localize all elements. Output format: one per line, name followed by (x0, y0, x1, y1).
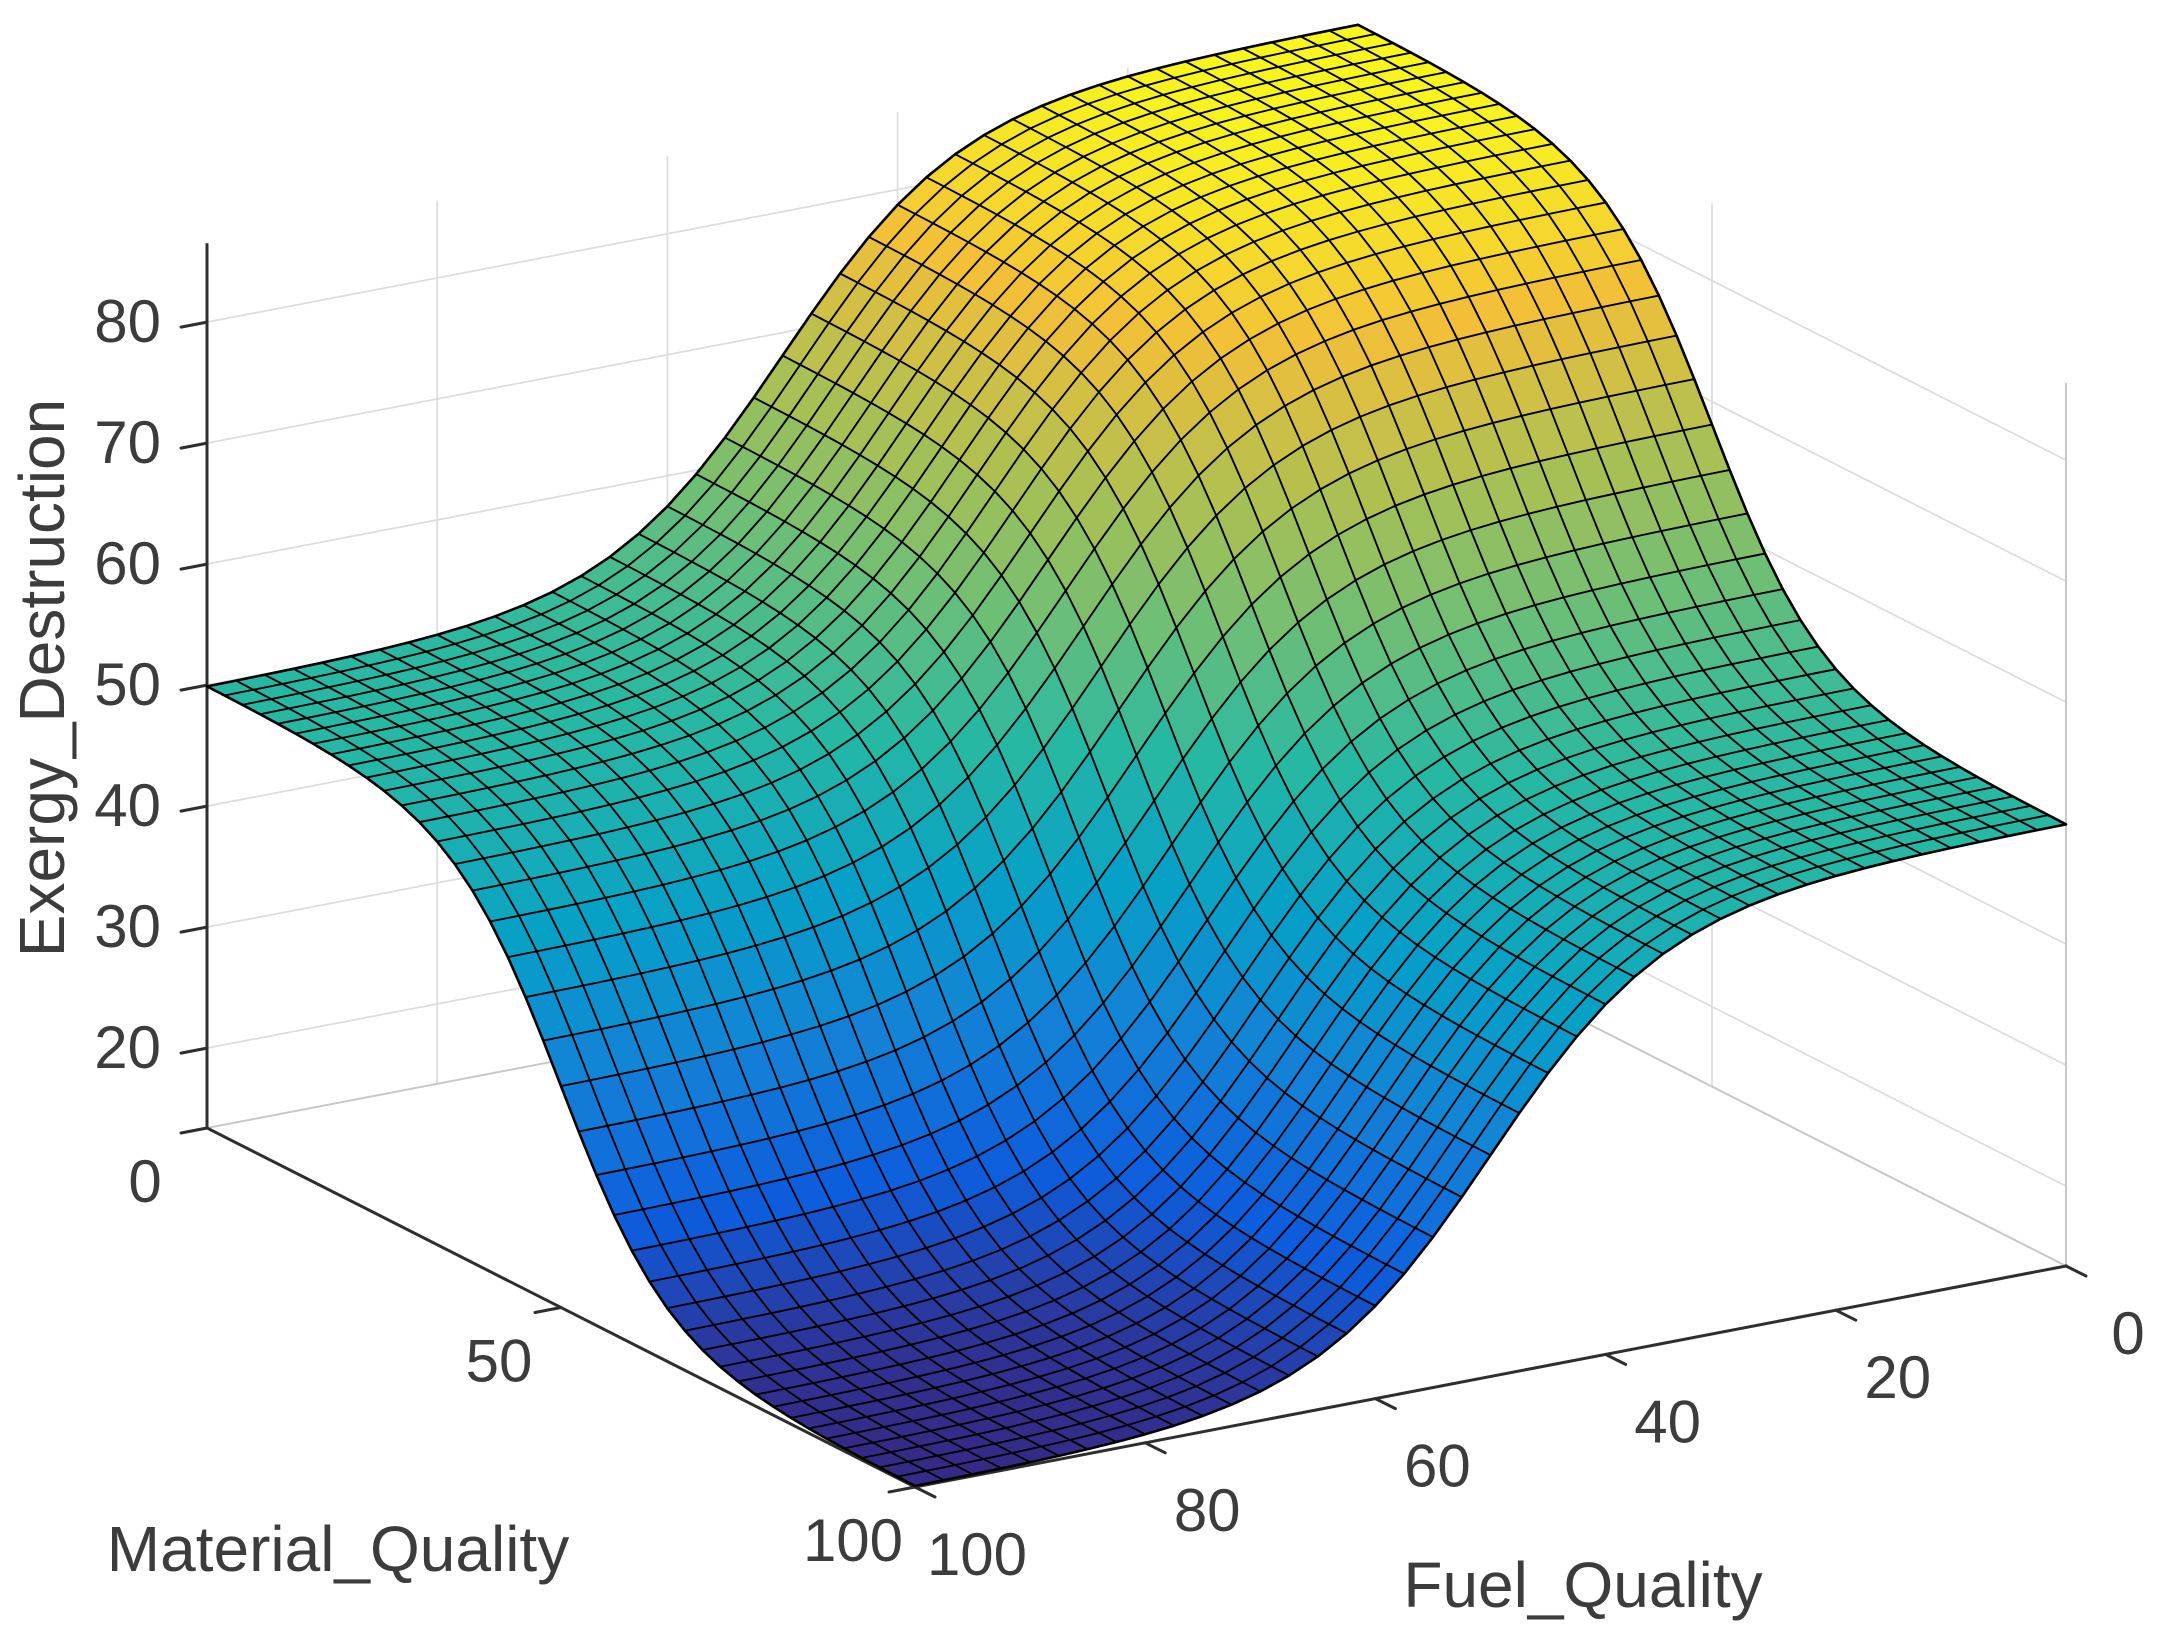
fuel-tick (1373, 1397, 1397, 1411)
fuel-tick (1604, 1352, 1628, 1366)
z-tick (179, 804, 209, 813)
x-axis-label: Fuel_Quality (1403, 1549, 1763, 1621)
surface-mesh (206, 23, 2067, 1487)
z-tick-label: 60 (94, 530, 161, 597)
fuel-tick-label: 80 (1174, 1477, 1241, 1544)
material-tick-label: 0 (128, 1148, 161, 1215)
material-tick (533, 1306, 563, 1314)
z-tick (179, 683, 209, 692)
z-tick-label: 20 (94, 1014, 161, 1081)
surface-boundary (205, 23, 2068, 1488)
z-tick-label: 40 (94, 772, 161, 839)
material-tick (179, 1126, 209, 1135)
y-axis-label: Material_Quality (106, 1513, 570, 1585)
z-tick-label: 50 (94, 651, 161, 718)
fuel-axis-line (913, 1264, 2068, 1489)
fuel-tick (1143, 1441, 1167, 1455)
material-tick-label: 50 (466, 1328, 533, 1395)
z-tick (179, 320, 209, 329)
axis-ticks (179, 320, 2088, 1499)
fuel-tick (1834, 1308, 1858, 1322)
material-tick-label: 100 (803, 1507, 903, 1574)
z-tick-label: 30 (94, 893, 161, 960)
material-tick (887, 1485, 917, 1494)
z-tick (179, 441, 209, 450)
z-tick-label: 70 (94, 409, 161, 476)
fuel-tick (913, 1485, 937, 1499)
z-tick (179, 925, 209, 934)
fuel-tick-label: 100 (927, 1521, 1027, 1588)
tick-labels: 20 30 40 50 60 70 80 0 50 100 100 80 60 40 20 0 (94, 288, 2144, 1588)
fuel-tick (2064, 1264, 2088, 1278)
fuel-tick-label: 0 (2111, 1300, 2144, 1367)
z-tick (179, 1046, 209, 1055)
fuel-tick-label: 60 (1404, 1433, 1471, 1500)
z-axis-label: Exergy_Destruction (6, 398, 78, 958)
z-tick (179, 562, 209, 571)
fuel-tick-label: 20 (1864, 1344, 1931, 1411)
fuel-tick-label: 40 (1634, 1388, 1701, 1455)
z-tick-label: 80 (94, 288, 161, 355)
